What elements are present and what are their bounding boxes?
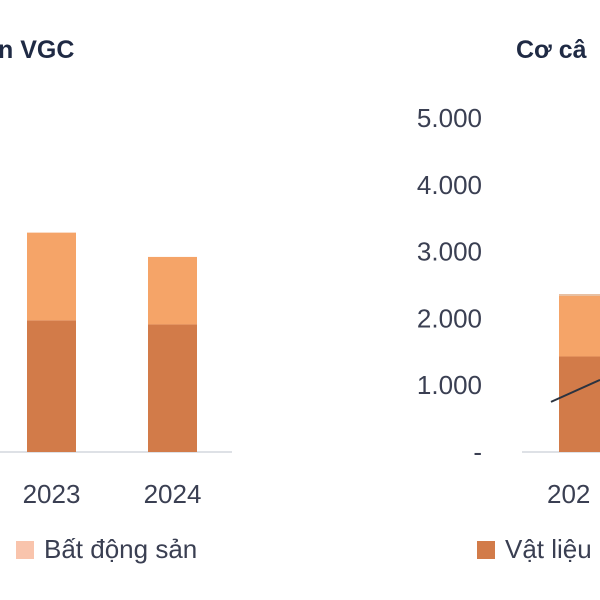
- left-x-tick-2024: 2024: [144, 479, 202, 509]
- legend-label-bat-dong-san: Bất động sản: [44, 534, 198, 564]
- right-x-tick-202: 202: [547, 479, 590, 509]
- chart-title-right: Cơ câ: [516, 36, 587, 64]
- right-y-tick-5: 5.000: [417, 103, 482, 133]
- legend-right: Vật liệu: [477, 534, 592, 565]
- left-x-tick-2023: 2023: [23, 479, 81, 509]
- right-y-tick-3: 3.000: [417, 237, 482, 267]
- left-bar-2024-segment-1: [148, 256, 197, 325]
- right-bar-202-segment-0: [559, 356, 600, 452]
- right-y-tick-0: -: [473, 437, 482, 467]
- right-y-tick-1: 1.000: [417, 370, 482, 400]
- left-bar-2023-segment-1: [27, 232, 76, 321]
- right-bar-202-segment-1: [559, 295, 600, 357]
- right-series-line: [550, 378, 600, 403]
- legend-swatch-bat-dong-san: [16, 540, 34, 559]
- chart-title-left: n VGC: [0, 36, 75, 64]
- legend-left: Bất động sản: [16, 534, 197, 565]
- right-y-tick-4: 4.000: [417, 170, 482, 200]
- legend-label-vat-lieu: Vật liệu: [505, 534, 592, 564]
- left-bar-2024-segment-0: [148, 324, 197, 452]
- left-bar-2023-segment-0: [27, 320, 76, 452]
- right-y-tick-2: 2.000: [417, 303, 482, 333]
- legend-swatch-vat-lieu: [477, 540, 495, 559]
